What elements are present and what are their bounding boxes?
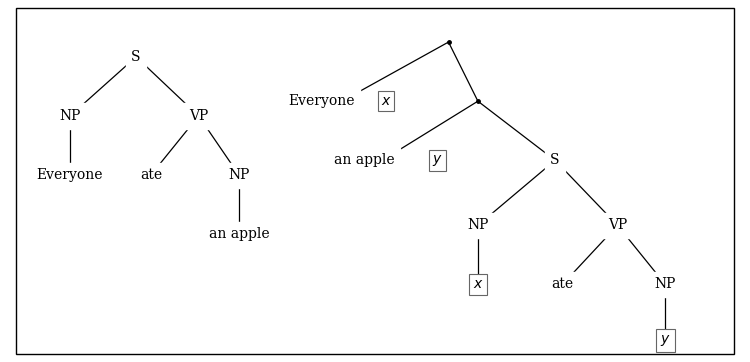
Bar (16, 8, 734, 354)
Text: an apple: an apple (334, 153, 394, 167)
Text: ate: ate (551, 277, 574, 291)
Text: ate: ate (140, 168, 162, 182)
Text: NP: NP (228, 168, 250, 182)
Text: $y$: $y$ (432, 153, 442, 168)
Text: $x$: $x$ (472, 277, 483, 291)
Text: $x$: $x$ (381, 94, 392, 108)
Text: an apple: an apple (209, 227, 269, 241)
Text: Everyone: Everyone (288, 94, 355, 108)
Text: Everyone: Everyone (37, 168, 104, 182)
Text: NP: NP (59, 109, 81, 123)
Text: VP: VP (189, 109, 209, 123)
Text: S: S (131, 50, 141, 64)
Text: S: S (550, 153, 560, 167)
Text: VP: VP (608, 218, 627, 232)
Text: $y$: $y$ (660, 333, 670, 348)
Text: NP: NP (467, 218, 488, 232)
Text: NP: NP (655, 277, 676, 291)
